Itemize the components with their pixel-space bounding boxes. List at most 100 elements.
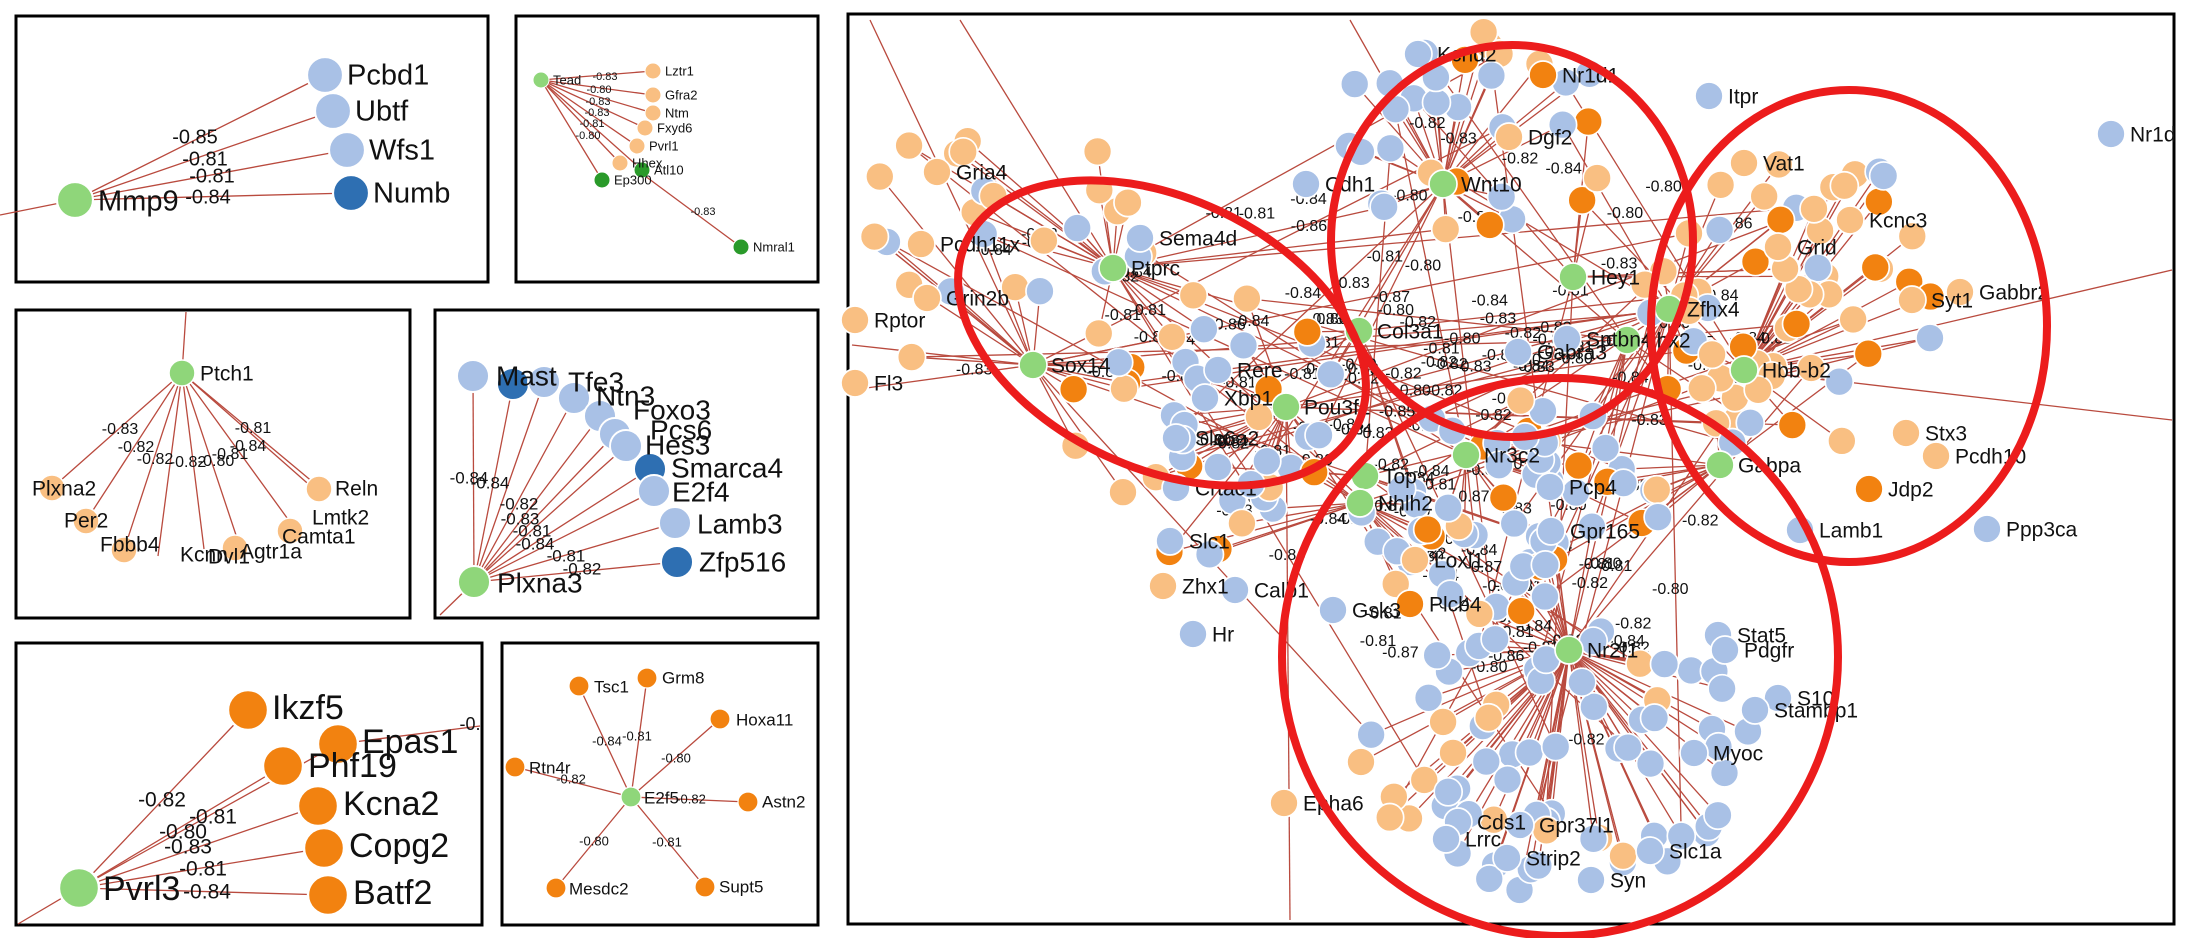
- net-node-39-node[interactable]: [1157, 322, 1187, 352]
- net-node-41-node[interactable]: [1203, 452, 1233, 482]
- net-node-135-node[interactable]: [1838, 304, 1868, 335]
- net-node-122-node[interactable]: [1705, 170, 1736, 200]
- copg2-node[interactable]: [302, 826, 346, 870]
- net-node-44-node[interactable]: [1253, 374, 1284, 404]
- pcp4-22-node[interactable]: [1535, 472, 1565, 502]
- net-node-106-node[interactable]: [1704, 215, 1735, 245]
- supt5-node[interactable]: [694, 876, 716, 898]
- net-node-157-node[interactable]: [1799, 194, 1829, 224]
- gsk3-47-node[interactable]: [1318, 595, 1348, 625]
- zhx1-5-node[interactable]: [1148, 571, 1178, 601]
- itpr-36-node[interactable]: [1694, 81, 1724, 111]
- net-node-21-node[interactable]: [1062, 213, 1093, 243]
- net-node-272-node[interactable]: [1578, 823, 1609, 854]
- net-node-277-node[interactable]: [1471, 746, 1502, 777]
- ptch1-target-5-node[interactable]: [305, 475, 333, 503]
- grin2b-13-node[interactable]: [912, 283, 942, 313]
- net-node-59-node[interactable]: [1189, 314, 1219, 345]
- tead-node[interactable]: [532, 71, 550, 89]
- net-node-214-node[interactable]: [1506, 596, 1537, 626]
- net-node-49-node[interactable]: [1244, 402, 1274, 432]
- net-node-179-node[interactable]: [1488, 482, 1519, 513]
- net-node-2-node[interactable]: [894, 130, 924, 161]
- net-node-213-node[interactable]: [1435, 579, 1466, 609]
- net-node-232-node[interactable]: [1666, 821, 1697, 851]
- sptbn4-18-node[interactable]: [1552, 324, 1582, 354]
- net-node-211-node[interactable]: [1641, 474, 1672, 505]
- net-node-107-node[interactable]: [1749, 181, 1780, 212]
- epas1-node[interactable]: [316, 722, 360, 766]
- plxna3-target-9-node[interactable]: [658, 506, 692, 540]
- hey1-node[interactable]: [1558, 262, 1588, 292]
- net-node-137-node[interactable]: [1860, 252, 1891, 283]
- myoc-26-node[interactable]: [1679, 738, 1709, 768]
- net-node-185-node[interactable]: [1530, 581, 1560, 612]
- net-node-56-node[interactable]: [1232, 283, 1262, 314]
- net-node-82-node[interactable]: [1468, 17, 1499, 47]
- net-node-245-node[interactable]: [1474, 864, 1505, 894]
- plxna3-node[interactable]: [457, 565, 491, 599]
- net-node-81-node[interactable]: [1486, 181, 1517, 212]
- net-node-221-node[interactable]: [1635, 748, 1666, 779]
- vat1-37-node[interactable]: [1729, 148, 1759, 178]
- nr3c2-node[interactable]: [1451, 440, 1481, 470]
- net-node-79-node[interactable]: [1375, 133, 1406, 164]
- net-node-102-node[interactable]: [1915, 323, 1945, 353]
- rptor-14-node[interactable]: [840, 305, 870, 335]
- net-node-274-node[interactable]: [1374, 802, 1405, 833]
- kcnc3-42-node[interactable]: [1835, 205, 1865, 235]
- ptch1-target-1-node[interactable]: [72, 507, 100, 535]
- net-node-225-node[interactable]: [1413, 682, 1444, 713]
- batf2-node[interactable]: [306, 873, 350, 917]
- net-node-155-node[interactable]: [1697, 339, 1727, 370]
- plxna3-target-3-node[interactable]: [557, 381, 591, 415]
- net-node-14-node[interactable]: [1083, 318, 1114, 349]
- pcdh10-35-node[interactable]: [1921, 441, 1951, 471]
- pcbd1-node[interactable]: [305, 55, 345, 95]
- slc6a2-8-node[interactable]: [1161, 423, 1191, 453]
- ptch1-target-2-node[interactable]: [110, 536, 138, 564]
- net-node-201-node[interactable]: [1608, 468, 1639, 498]
- s10-25-node[interactable]: [1763, 683, 1793, 713]
- grid-38-node[interactable]: [1763, 232, 1793, 262]
- phf19-node[interactable]: [261, 744, 305, 788]
- net-node-34-node[interactable]: [1227, 508, 1257, 539]
- net-node-94-node[interactable]: [1474, 210, 1505, 240]
- gabbr2-43-node[interactable]: [1945, 277, 1975, 307]
- stambp1-46-node[interactable]: [1740, 695, 1770, 725]
- ptch1-target-0-node[interactable]: [38, 474, 66, 502]
- net-node-253-node[interactable]: [1649, 649, 1680, 679]
- net-node-285-node[interactable]: [1422, 640, 1452, 671]
- net-node-153-node[interactable]: [1829, 170, 1860, 201]
- net-node-169-node[interactable]: [1590, 433, 1621, 463]
- net-node-48-node[interactable]: [1109, 373, 1139, 404]
- kcnd2-39-node[interactable]: [1403, 39, 1433, 69]
- ikzf5-node[interactable]: [226, 688, 270, 732]
- pcdh11x-12-node[interactable]: [906, 229, 936, 259]
- net-node-143-node[interactable]: [1781, 309, 1812, 339]
- gpr37l1-45-node[interactable]: [1505, 810, 1535, 840]
- net-node-161-node[interactable]: [1464, 599, 1495, 629]
- net-node-204-node[interactable]: [1386, 474, 1417, 504]
- net-node-40-node[interactable]: [1108, 477, 1138, 507]
- nr2f1-node[interactable]: [1554, 635, 1584, 665]
- net-node-251-node[interactable]: [1473, 702, 1504, 733]
- net-node-52-node[interactable]: [1178, 280, 1209, 311]
- gfra2-node[interactable]: [644, 86, 662, 104]
- net-node-126-node[interactable]: [1765, 205, 1796, 235]
- net-node-64-node[interactable]: [1252, 446, 1282, 477]
- loxl1-19-node[interactable]: [1400, 545, 1430, 575]
- jdp2-33-node[interactable]: [1854, 474, 1884, 504]
- net-node-3-node[interactable]: [864, 161, 895, 192]
- hbb-b2-node[interactable]: [1729, 355, 1759, 385]
- net-node-202-node[interactable]: [1505, 385, 1536, 416]
- net-node-195-node[interactable]: [1563, 450, 1594, 481]
- net-node-250-node[interactable]: [1428, 707, 1458, 737]
- net-node-83-node[interactable]: [1421, 87, 1452, 118]
- hhex-node[interactable]: [611, 154, 629, 172]
- lhx2-node[interactable]: [1612, 325, 1642, 355]
- net-node-100-node[interactable]: [1827, 426, 1857, 456]
- net-node-282-node[interactable]: [1433, 776, 1464, 807]
- plxna3-target-0-node[interactable]: [456, 359, 490, 393]
- xbp1-9-node[interactable]: [1190, 383, 1220, 413]
